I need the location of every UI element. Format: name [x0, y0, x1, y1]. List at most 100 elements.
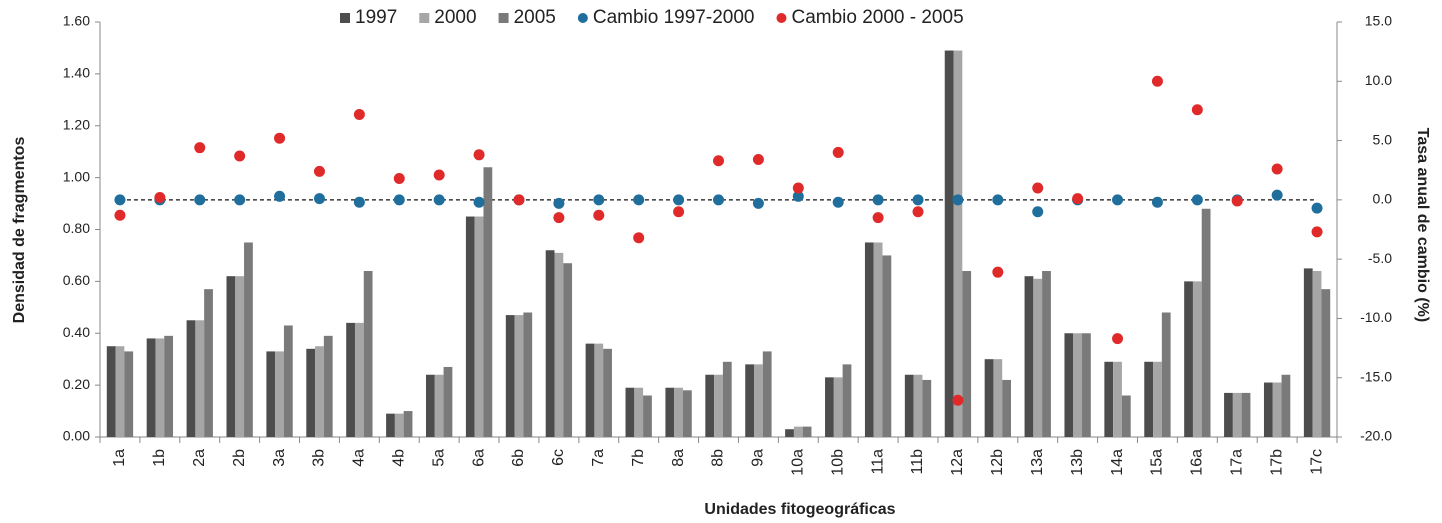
legend-label: 2000 [434, 7, 476, 28]
x-tick-label: 4b [390, 449, 407, 467]
bar [323, 335, 333, 437]
point [393, 173, 405, 185]
bar [1201, 208, 1211, 437]
y-tick-label: 0.60 [63, 272, 90, 288]
bar [1161, 312, 1171, 437]
y2-tick-label: 15.0 [1365, 13, 1392, 29]
bar [1312, 271, 1322, 437]
bar [465, 216, 475, 437]
point [194, 142, 206, 154]
legend-label: 2005 [514, 7, 556, 28]
y-tick-label: 0.00 [63, 428, 90, 444]
x-tick-label: 17a [1228, 449, 1245, 476]
point [1271, 163, 1283, 175]
bar [106, 346, 116, 437]
bar [754, 364, 763, 437]
point [872, 212, 884, 224]
bar [1073, 333, 1083, 437]
point [832, 196, 844, 208]
bar [1113, 361, 1122, 437]
point [313, 193, 325, 205]
point [992, 266, 1004, 278]
x-tick-label: 8a [670, 449, 687, 467]
x-tick-label: 13b [1069, 449, 1086, 476]
bar [354, 322, 364, 437]
point [593, 194, 605, 206]
x-tick-label: 2b [231, 449, 248, 467]
y2-tick-label: 0.0 [1373, 191, 1393, 207]
bar [842, 364, 852, 437]
point [992, 194, 1004, 206]
point [912, 206, 924, 218]
bar [962, 271, 972, 437]
bar [1232, 392, 1242, 437]
bar [953, 50, 963, 437]
point [912, 194, 924, 206]
x-tick-label: 16a [1189, 449, 1206, 476]
point [1311, 226, 1323, 238]
bar [1224, 392, 1233, 437]
bar [864, 242, 874, 437]
x-tick-label: 10b [829, 449, 846, 476]
x-tick-label: 6c [550, 449, 567, 466]
bar [873, 242, 883, 437]
point [473, 149, 485, 161]
x-tick-label: 2a [191, 449, 208, 467]
bar [1042, 271, 1051, 437]
bar [625, 387, 635, 437]
point [274, 132, 286, 144]
y-tick-label: 1.00 [63, 168, 90, 184]
y2-tick-label: 10.0 [1365, 72, 1392, 88]
point [473, 196, 485, 208]
bar [944, 50, 954, 437]
legend-label: Cambio 1997-2000 [593, 7, 755, 28]
bar [785, 429, 794, 437]
bar [825, 377, 834, 437]
point [952, 194, 964, 206]
x-tick-label: 13a [1029, 449, 1046, 476]
bar [275, 351, 284, 437]
bar [554, 252, 564, 437]
y2-tick-label: -10.0 [1360, 309, 1392, 325]
bar [1024, 276, 1034, 437]
bar [1033, 278, 1043, 437]
bar [523, 312, 533, 437]
bar [922, 379, 932, 437]
bar [913, 374, 923, 437]
point [752, 154, 764, 166]
y-tick-label: 1.20 [63, 116, 90, 132]
bar [386, 413, 395, 437]
bar [793, 426, 803, 437]
legend-swatch [577, 13, 588, 23]
x-tick-label: 10a [790, 449, 807, 476]
bar [1153, 361, 1162, 437]
x-tick-label: 1a [111, 449, 128, 467]
point [513, 194, 525, 206]
bar [226, 276, 236, 437]
point [234, 194, 246, 206]
point [713, 194, 724, 206]
bar [674, 387, 683, 437]
bar [1064, 333, 1074, 437]
bar [722, 361, 732, 437]
bar [1121, 395, 1131, 437]
y2-axis-title: Tasa anual de cambio (%) [1414, 128, 1431, 322]
x-tick-label: 6b [510, 449, 527, 467]
y2-tick-label: -15.0 [1360, 368, 1392, 384]
point [752, 197, 764, 209]
bar [904, 374, 914, 437]
legend-label: 1997 [355, 7, 397, 28]
point [1311, 202, 1323, 214]
point [673, 206, 685, 218]
bar [993, 359, 1003, 437]
bar [115, 346, 125, 437]
point [633, 232, 645, 244]
bar [443, 366, 453, 437]
bar [984, 359, 994, 437]
bar [403, 411, 413, 437]
bar [1303, 268, 1313, 437]
point [1112, 194, 1124, 206]
point [114, 209, 126, 221]
bar [164, 335, 174, 437]
